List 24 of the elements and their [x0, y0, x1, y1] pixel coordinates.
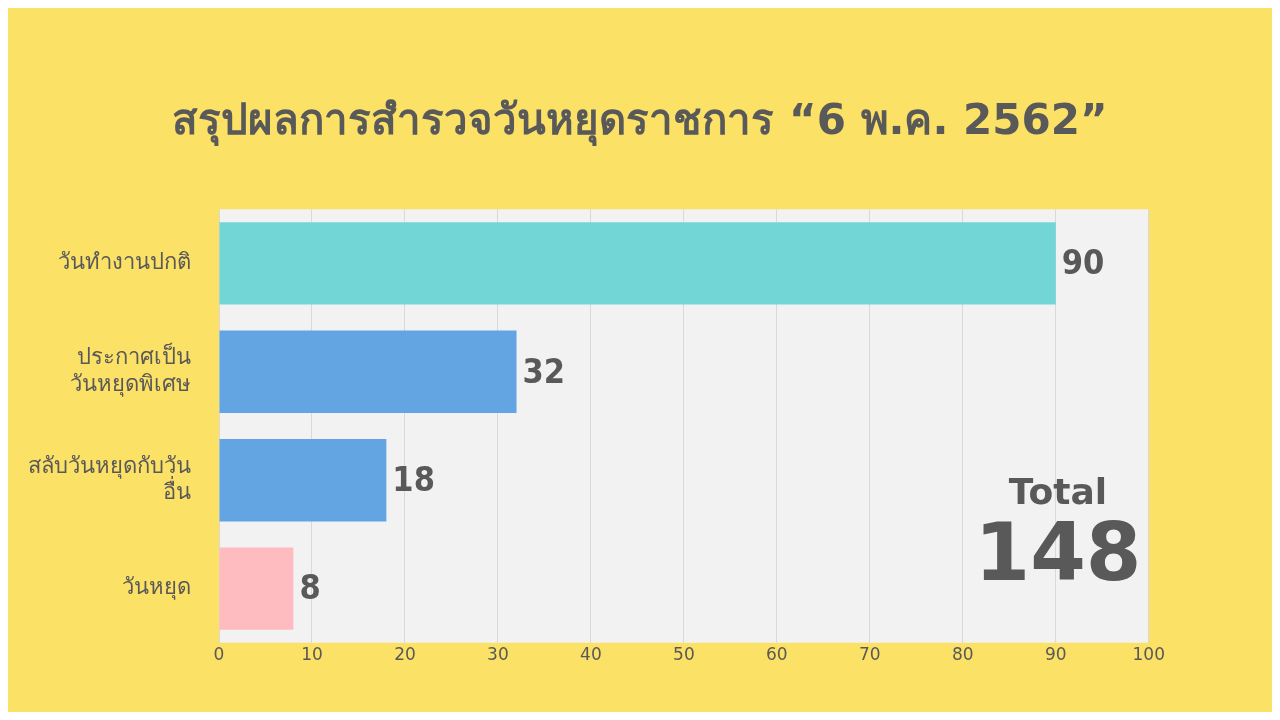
data-label: 18: [392, 459, 435, 500]
chart-title: สรุปผลการสำรวจวันหยุดราชการ “6 พ.ค. 2562”: [171, 94, 1109, 148]
x-tick-label: 80: [952, 644, 974, 665]
bar: [219, 330, 517, 413]
x-tick-label: 70: [859, 644, 881, 665]
bar: [219, 439, 387, 522]
data-label: 8: [299, 567, 321, 608]
x-tick-label: 30: [487, 644, 509, 665]
bar: [219, 547, 294, 630]
y-tick-label: ประกาศเป็น วันหยุดพิเศษ: [70, 342, 191, 397]
x-tick-label: 20: [394, 644, 416, 665]
x-tick-label: 10: [301, 644, 323, 665]
x-tick-label: 60: [766, 644, 788, 665]
x-tick-label: 90: [1044, 644, 1067, 665]
y-tick-label: สลับวันหยุดกับวัน อื่น: [28, 452, 191, 505]
bar: [219, 222, 1056, 305]
y-tick-label: วันหยุด: [122, 574, 191, 601]
y-tick-label: วันทำงานปกติ: [58, 249, 191, 275]
x-tick-label: 50: [673, 644, 695, 665]
data-label: 90: [1061, 242, 1105, 283]
x-tick-label: 0: [213, 644, 225, 665]
x-tick-label: 100: [1132, 644, 1165, 665]
data-label: 32: [522, 350, 566, 391]
x-tick-label: 40: [580, 644, 602, 665]
